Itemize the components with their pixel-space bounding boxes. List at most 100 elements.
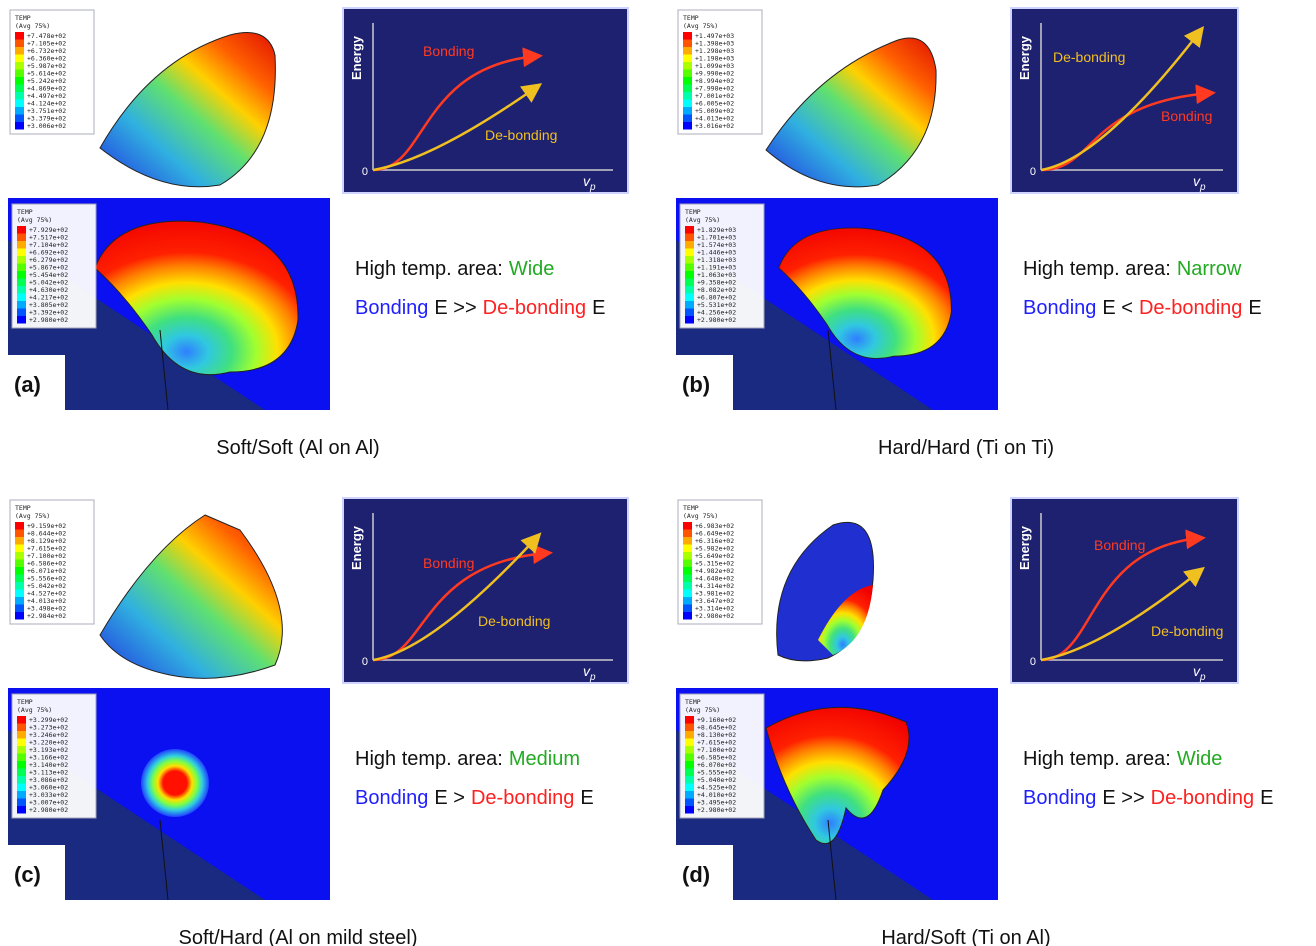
legend-swatch bbox=[17, 256, 26, 264]
legend-swatch bbox=[683, 589, 692, 597]
legend-swatch bbox=[15, 522, 24, 530]
legend-value: +1.574e+03 bbox=[697, 241, 736, 249]
legend-value: +5.867e+02 bbox=[29, 264, 68, 272]
crack-line bbox=[159, 819, 169, 901]
legend-swatch bbox=[685, 716, 694, 724]
legend-swatch bbox=[15, 574, 24, 582]
legend-swatch bbox=[685, 746, 694, 754]
legend-swatch bbox=[15, 77, 24, 85]
panel: TEMP(Avg 75%)+1.497e+03+1.398e+03+1.298e… bbox=[676, 7, 1262, 459]
legend-swatch bbox=[15, 39, 24, 47]
legend-value: +3.007e+02 bbox=[29, 799, 68, 807]
legend-value: +2.980e+02 bbox=[29, 806, 68, 814]
legend-value: +5.042e+02 bbox=[27, 582, 66, 590]
legend-title: TEMP bbox=[15, 504, 31, 512]
legend-swatch bbox=[17, 723, 26, 731]
legend-swatch bbox=[683, 537, 692, 545]
caption: Soft/Hard (Al on mild steel) bbox=[179, 927, 418, 946]
legend-swatch bbox=[15, 529, 24, 537]
legend-value: +6.005e+02 bbox=[695, 100, 734, 108]
legend-swatch bbox=[15, 69, 24, 77]
legend-swatch bbox=[17, 263, 26, 271]
legend-swatch bbox=[17, 308, 26, 316]
legend-value: +5.040e+02 bbox=[697, 776, 736, 784]
legend-value: +5.315e+02 bbox=[695, 560, 734, 568]
legend-value: +1.298e+03 bbox=[695, 47, 734, 55]
legend-value: +3.751e+02 bbox=[27, 107, 66, 115]
temp-text: High temp. area: bbox=[1023, 258, 1171, 280]
temp-line: High temp. area: Narrow bbox=[1023, 258, 1242, 280]
legend-swatch bbox=[683, 544, 692, 552]
legend-value: +3.140e+02 bbox=[29, 761, 68, 769]
bonding-label: Bonding bbox=[423, 43, 474, 59]
legend-swatch bbox=[685, 278, 694, 286]
legend-swatch bbox=[683, 32, 692, 40]
caption: Hard/Soft (Ti on Al) bbox=[881, 927, 1050, 946]
legend-title: TEMP bbox=[683, 504, 699, 512]
energy-text: De-bonding bbox=[471, 787, 574, 809]
legend-swatch bbox=[683, 84, 692, 92]
y-axis-label: Energy bbox=[1017, 525, 1032, 570]
y-axis-label: Energy bbox=[349, 35, 364, 80]
legend-swatch bbox=[683, 122, 692, 130]
legend-swatch bbox=[17, 753, 26, 761]
legend-swatch bbox=[15, 589, 24, 597]
energy-text: Bonding bbox=[355, 787, 428, 809]
legend-swatch bbox=[683, 612, 692, 620]
x-label-sub: p bbox=[589, 182, 596, 193]
energy-text: E >> bbox=[434, 297, 476, 319]
legend-value: +4.013e+02 bbox=[695, 115, 734, 123]
panel: TEMP(Avg 75%)+7.478e+02+7.105e+02+6.732e… bbox=[8, 7, 629, 459]
legend-swatch bbox=[685, 263, 694, 271]
legend-swatch bbox=[683, 92, 692, 100]
legend-swatch bbox=[15, 544, 24, 552]
legend-value: +3.805e+02 bbox=[29, 301, 68, 309]
legend-value: +1.318e+03 bbox=[697, 256, 736, 264]
legend-value: +6.070e+02 bbox=[697, 761, 736, 769]
legend-swatch bbox=[685, 241, 694, 249]
legend-value: +5.982e+02 bbox=[695, 545, 734, 553]
legend-value: +6.279e+02 bbox=[29, 256, 68, 264]
legend-subtitle: (Avg 75%) bbox=[15, 512, 50, 520]
origin-label: 0 bbox=[1030, 166, 1036, 178]
legend-swatch bbox=[17, 746, 26, 754]
legend-value: +7.517e+02 bbox=[29, 234, 68, 242]
legend-swatch bbox=[683, 582, 692, 590]
legend-swatch bbox=[17, 716, 26, 724]
bonding-label: Bonding bbox=[423, 555, 474, 571]
energy-panel bbox=[1010, 497, 1239, 684]
energy-panel bbox=[1010, 7, 1239, 194]
legend-title: TEMP bbox=[15, 14, 31, 22]
debonding-curve bbox=[1040, 566, 1205, 662]
legend-swatch bbox=[15, 84, 24, 92]
x-label-main: v bbox=[583, 173, 591, 189]
contour-cap bbox=[778, 227, 952, 359]
energy-text: E bbox=[1248, 297, 1261, 319]
legend-subtitle: (Avg 75%) bbox=[17, 216, 52, 224]
legend-swatch bbox=[17, 293, 26, 301]
legend-swatch bbox=[685, 753, 694, 761]
legend-value: +1.701e+03 bbox=[697, 234, 736, 242]
legend-value: +8.082e+02 bbox=[697, 286, 736, 294]
debonding-label: De-bonding bbox=[1151, 623, 1223, 639]
panel-label: (c) bbox=[14, 862, 41, 887]
specimen-hot bbox=[818, 585, 873, 655]
legend-swatch bbox=[15, 114, 24, 122]
contour-spot bbox=[141, 749, 209, 817]
temp-text: High temp. area: bbox=[1023, 748, 1171, 770]
legend-swatch bbox=[685, 761, 694, 769]
legend-swatch bbox=[17, 806, 26, 814]
temp-text: High temp. area: bbox=[355, 748, 503, 770]
legend-subtitle: (Avg 75%) bbox=[17, 706, 52, 714]
legend-value: +7.100e+02 bbox=[27, 552, 66, 560]
legend-title: TEMP bbox=[17, 208, 33, 216]
legend-value: +2.980e+02 bbox=[697, 806, 736, 814]
legend-value: +5.987e+02 bbox=[27, 62, 66, 70]
legend-swatch bbox=[15, 567, 24, 575]
panel-label: (a) bbox=[14, 372, 41, 397]
legend-swatch bbox=[15, 559, 24, 567]
legend-title: TEMP bbox=[683, 14, 699, 22]
legend-value: +3.299e+02 bbox=[29, 716, 68, 724]
legend-swatch bbox=[17, 286, 26, 294]
panel: TEMP(Avg 75%)+9.159e+02+8.644e+02+8.129e… bbox=[8, 497, 629, 946]
